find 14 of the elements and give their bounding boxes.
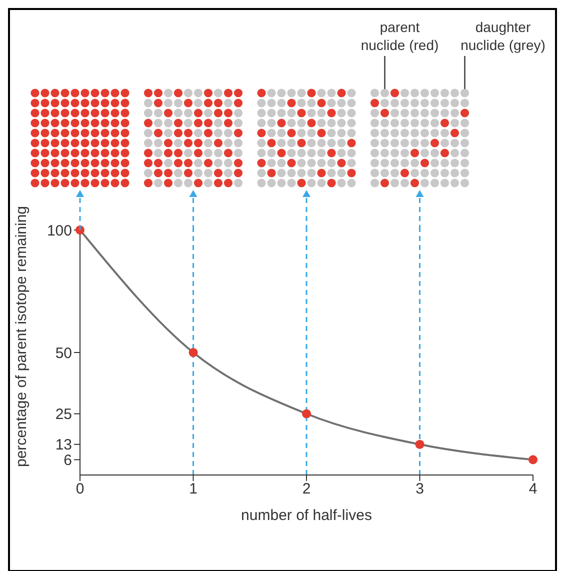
x-tick-label: 4 <box>528 480 538 498</box>
y-tick-label: 50 <box>55 344 72 362</box>
y-tick-label: 25 <box>55 406 72 424</box>
y-axis-title: percentage of parent isotope remaining <box>13 206 30 467</box>
x-tick-label: 1 <box>189 480 198 498</box>
text: parent nuclide (red) <box>360 19 439 53</box>
y-tick-label: 100 <box>46 222 72 240</box>
y-tick-label: 13 <box>55 436 72 454</box>
x-axis-title: number of half-lives <box>241 507 372 524</box>
x-tick-label: 0 <box>76 480 84 498</box>
x-tick-label: 3 <box>416 480 424 498</box>
text: daughter nuclide (grey) <box>460 19 546 53</box>
x-tick-label: 2 <box>302 480 311 498</box>
y-tick-label: 6 <box>64 452 72 470</box>
